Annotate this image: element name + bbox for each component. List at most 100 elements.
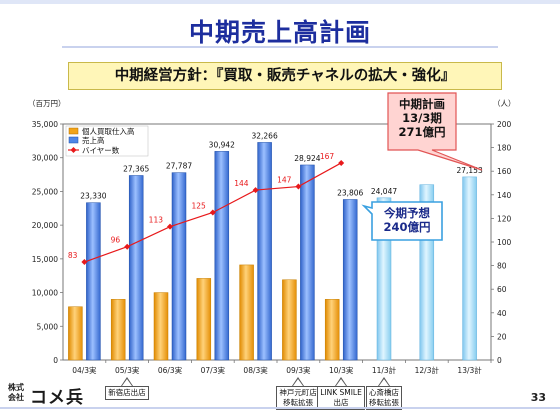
category-label: 09/3実 — [286, 365, 311, 375]
note-pointer — [292, 377, 305, 386]
category-label: 13/3計 — [457, 365, 482, 375]
store-note: 心斎橋店 移転拡張 — [366, 386, 402, 410]
note-pointer — [378, 377, 390, 386]
buyer-value-label: 147 — [277, 176, 292, 185]
buyer-value-label: 96 — [111, 236, 121, 245]
sales-value-label: 27,787 — [166, 162, 192, 171]
right-tick-label: 60 — [497, 285, 507, 294]
buyer-value-label: 167 — [320, 152, 335, 161]
left-tick-label: 5,000 — [37, 322, 59, 331]
right-tick-label: 200 — [497, 120, 512, 129]
legend-box — [65, 125, 149, 157]
buyer-line — [81, 159, 345, 266]
right-tick-label: 120 — [497, 214, 512, 223]
sales-value-label: 28,924 — [294, 154, 320, 163]
store-note: LINK SMILE 出店 — [317, 386, 365, 410]
category-labels: 04/3実 05/3実 06/3実 07/3実 08/3実 09/3実 10/3実 11/3計… — [72, 360, 492, 375]
bar-sales — [342, 199, 358, 361]
legend-swatch-orange — [68, 127, 79, 135]
logo-name: コメ兵 — [30, 388, 84, 408]
right-tick-label: 40 — [497, 309, 507, 318]
company-logo: 株式 会社 コメ兵 — [8, 383, 96, 408]
right-tick-label: 180 — [497, 144, 512, 153]
store-note: 新宿店出店 — [105, 386, 149, 400]
left-tick-label: 25,000 — [32, 187, 58, 196]
callout-forecast-text: 今期予想 240億円 — [383, 206, 431, 234]
left-tick-label: 35,000 — [32, 120, 58, 129]
buyer-value-label: 83 — [68, 251, 78, 260]
subtitle: 中期経営方針：『買取・販売チャネルの拡大・強化』 — [114, 68, 456, 84]
bar-purchase — [324, 299, 340, 361]
buyer-value-label: 125 — [191, 202, 206, 211]
category-label: 11/3計 — [372, 365, 397, 375]
bar-purchase — [196, 278, 212, 361]
legend-label-buyers: バイヤー数 — [82, 145, 120, 155]
footer-rule — [0, 407, 560, 409]
y-left-label: （百万円） — [28, 99, 66, 108]
callout-line: 今期予想 — [383, 206, 430, 220]
data-labels: 23,330 27,365 27,787 30,942 32,266 28,924 23,8… — [68, 131, 483, 260]
buyer-point — [295, 183, 302, 190]
bar-purchase — [239, 264, 254, 361]
category-label: 10/3実 — [329, 365, 354, 375]
left-tick-label: 0 — [53, 356, 58, 365]
page-title: 中期売上高計画 — [188, 18, 371, 47]
bar-sales — [171, 172, 187, 361]
right-tick-label: 0 — [497, 356, 502, 365]
legend-label-purchase: 個人買取仕入高 — [82, 126, 135, 136]
buyer-point — [209, 209, 216, 216]
sales-value-label: 32,266 — [251, 131, 277, 140]
left-tick-label: 20,000 — [32, 221, 58, 230]
callout-line: 13/3期 — [402, 111, 442, 125]
title-underline — [62, 46, 498, 48]
callout-line: 240億円 — [383, 220, 430, 234]
callout-line: 271億円 — [398, 125, 445, 139]
bar-sales — [300, 164, 315, 361]
callout-line: 中期計画 — [399, 97, 445, 111]
bar-sales — [214, 151, 230, 361]
buyer-value-label: 113 — [149, 216, 164, 225]
sales-value-label: 24,047 — [371, 187, 397, 196]
bar-purchase — [68, 306, 83, 361]
note-pointer — [335, 377, 348, 386]
sales-value-label: 30,942 — [209, 140, 235, 149]
left-axis-ticks: 0 5,000 10,000 15,000 20,000 25,000 30,000 35,0… — [32, 120, 63, 365]
left-tick-label: 30,000 — [32, 154, 58, 163]
category-label: 07/3実 — [201, 365, 226, 375]
buyer-point — [252, 187, 259, 194]
left-tick-label: 15,000 — [32, 255, 58, 264]
bar-purchase — [282, 279, 297, 361]
legend-label-sales: 売上高 — [82, 135, 105, 145]
callout-midterm-text: 中期計画 13/3期 271億円 — [398, 97, 445, 139]
logo-kabushiki: 株式 会社 — [8, 383, 24, 402]
bar-sales — [86, 202, 101, 361]
category-label: 05/3実 — [115, 365, 140, 375]
category-label: 04/3実 — [72, 365, 97, 375]
bar-purchase — [153, 292, 169, 361]
sales-value-label: 23,330 — [80, 192, 106, 201]
subtitle-box: 中期経営方針：『買取・販売チャネルの拡大・強化』 — [68, 62, 502, 90]
callout-forecast: 今期予想 240億円 — [361, 201, 443, 241]
buyer-point — [81, 259, 88, 266]
right-axis-ticks: 0 20 40 60 80 100 120 140 160 180 200 — [491, 120, 512, 365]
category-label: 12/3計 — [415, 365, 440, 375]
bar-purchase — [110, 299, 126, 361]
right-tick-label: 20 — [497, 332, 507, 341]
y-right-label: （人） — [493, 99, 516, 108]
left-tick-label: 10,000 — [32, 289, 58, 298]
top-accent-bar — [0, 0, 560, 4]
buyer-point — [167, 223, 173, 230]
callout-midterm-plan: 中期計画 13/3期 271億円 — [387, 92, 483, 171]
legend-marker-buyers — [70, 147, 77, 153]
sales-value-label: 23,806 — [337, 188, 363, 197]
note-pointer — [121, 377, 134, 386]
buyer-value-label: 144 — [234, 179, 249, 188]
right-tick-label: 140 — [497, 191, 512, 200]
right-tick-label: 80 — [497, 262, 507, 271]
category-label: 08/3実 — [243, 365, 268, 375]
legend: 個人買取仕入高 売上高 バイヤー数 — [65, 125, 149, 157]
buyer-point — [124, 243, 131, 250]
right-tick-label: 160 — [497, 167, 512, 176]
category-label: 06/3実 — [158, 365, 183, 375]
